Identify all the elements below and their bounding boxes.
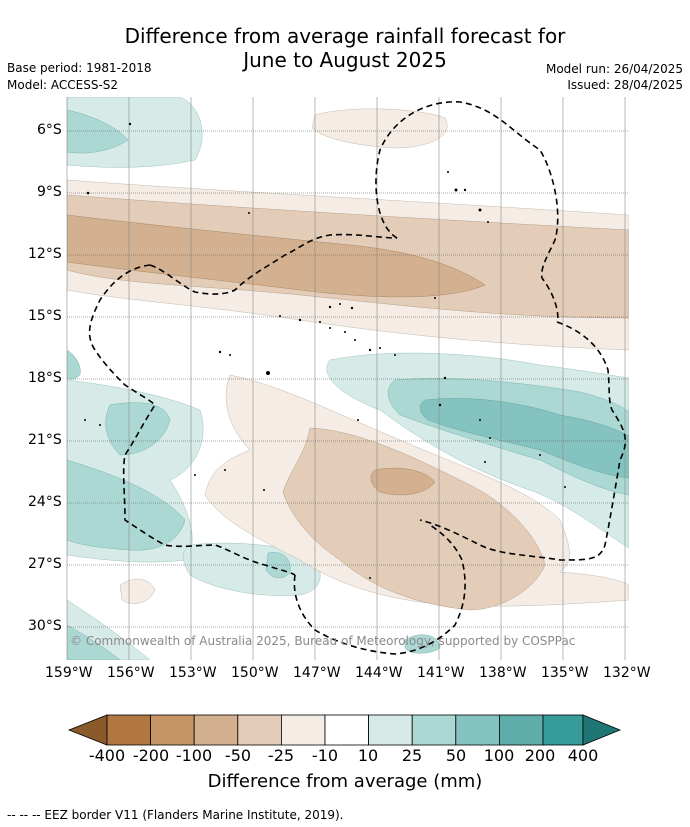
lat-label: 21°S [28,432,62,448]
colorbar-arrow-left [67,714,108,746]
colorbar-tick: 200 [524,746,556,765]
colorbar-tick: 100 [483,746,515,765]
lon-label: 150°W [231,665,279,681]
map-title: Difference from average rainfall forecas… [0,24,690,72]
lon-label: 144°W [355,665,403,681]
lat-label: 30°S [28,618,62,634]
lat-label: 9°S [37,184,62,200]
lon-label: 141°W [417,665,465,681]
lat-label: 12°S [28,246,62,262]
lon-gridlines [66,97,626,660]
colorbar-tick: -100 [175,746,213,765]
title-line-1: Difference from average rainfall forecas… [124,24,566,48]
colorbar-arrow-right [582,714,622,746]
colorbar-title: Difference from average (mm) [207,771,483,792]
lat-label: 18°S [28,370,62,386]
colorbar-tick: -400 [88,746,126,765]
colorbar-tick: 25 [401,746,423,765]
lat-gridlines [67,130,629,628]
colorbar-tick: 50 [445,746,467,765]
lon-label: 153°W [169,665,217,681]
colorbar-tick: -25 [267,746,295,765]
lat-label: 6°S [37,122,62,138]
eez-footnote: -- -- -- EEZ border V11 (Flanders Marine… [7,808,344,822]
model-label: Model: ACCESS-S2 [7,78,119,92]
eez-borders [88,101,627,655]
colorbar [67,714,622,746]
lat-label: 27°S [28,556,62,572]
base-period-label: Base period: 1981-2018 [7,61,152,75]
lon-label: 156°W [107,665,155,681]
model-run-label: Model run: 26/04/2025 [545,62,683,76]
colorbar-tick: -50 [224,746,252,765]
colorbar-tick: -10 [311,746,339,765]
issued-label: Issued: 28/04/2025 [567,78,683,92]
colorbar-tick: 10 [357,746,379,765]
lon-label: 147°W [293,665,341,681]
island-outlines [84,122,566,579]
copyright-credit: © Commonwealth of Australia 2025, Bureau… [70,634,576,648]
colorbar-tick: -200 [132,746,170,765]
lon-label: 132°W [603,665,651,681]
lat-label: 24°S [28,494,62,510]
lon-label: 159°W [45,665,93,681]
lat-label: 15°S [28,308,62,324]
lon-label: 138°W [479,665,527,681]
colorbar-tick: 400 [567,746,599,765]
lon-label: 135°W [541,665,589,681]
title-line-2: June to August 2025 [243,48,447,72]
rainfall-field [67,97,629,660]
